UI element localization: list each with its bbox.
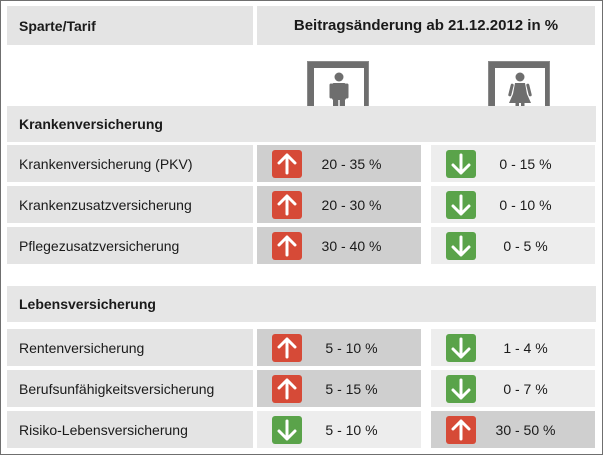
arrow-up-icon xyxy=(272,333,302,362)
women-change-cell: 0 - 7 % xyxy=(431,370,595,407)
header-beitragsaenderung: Beitragsänderung ab 21.12.2012 in % xyxy=(257,6,595,45)
section-krankenversicherung: Krankenversicherung xyxy=(7,106,596,142)
change-value: 0 - 10 % xyxy=(499,196,552,213)
women-change-cell: 30 - 50 % xyxy=(431,411,595,448)
men-change-cell: 20 - 35 % xyxy=(257,145,421,182)
row-label: Pflegezusatzversicherung xyxy=(7,227,253,264)
arrow-up-icon xyxy=(272,149,302,178)
section-lebensversicherung: Lebensversicherung xyxy=(7,286,596,322)
women-change-cell: 1 - 4 % xyxy=(431,329,595,366)
change-value: 20 - 30 % xyxy=(321,196,382,213)
women-change-cell: 0 - 10 % xyxy=(431,186,595,223)
change-value: 0 - 5 % xyxy=(503,237,548,254)
arrow-down-icon xyxy=(446,149,476,178)
men-change-cell: 5 - 10 % xyxy=(257,411,421,448)
arrow-down-icon xyxy=(446,190,476,219)
men-change-cell: 30 - 40 % xyxy=(257,227,421,264)
row-label: Risiko-Lebensversicherung xyxy=(7,411,253,448)
change-value: 20 - 35 % xyxy=(321,155,382,172)
arrow-down-icon xyxy=(446,231,476,260)
women-change-cell: 0 - 15 % xyxy=(431,145,595,182)
arrow-up-icon xyxy=(272,231,302,260)
row-label: Rentenversicherung xyxy=(7,329,253,366)
arrow-up-icon xyxy=(272,190,302,219)
header-sparte-tarif: Sparte/Tarif xyxy=(7,6,253,45)
arrow-up-icon xyxy=(272,374,302,403)
change-value: 30 - 50 % xyxy=(495,421,556,438)
arrow-down-icon xyxy=(446,374,476,403)
men-change-cell: 20 - 30 % xyxy=(257,186,421,223)
row-label: Krankenzusatzversicherung xyxy=(7,186,253,223)
change-value: 5 - 10 % xyxy=(325,339,378,356)
change-value: 5 - 10 % xyxy=(325,421,378,438)
men-change-cell: 5 - 15 % xyxy=(257,370,421,407)
arrow-down-icon xyxy=(272,415,302,444)
row-label: Krankenversicherung (PKV) xyxy=(7,145,253,182)
women-change-cell: 0 - 5 % xyxy=(431,227,595,264)
change-value: 5 - 15 % xyxy=(325,380,378,397)
change-value: 30 - 40 % xyxy=(321,237,382,254)
row-label: Berufsunfähigkeitsversicherung xyxy=(7,370,253,407)
arrow-down-icon xyxy=(446,333,476,362)
change-value: 1 - 4 % xyxy=(503,339,548,356)
change-value: 0 - 15 % xyxy=(499,155,552,172)
change-value: 0 - 7 % xyxy=(503,380,548,397)
men-change-cell: 5 - 10 % xyxy=(257,329,421,366)
arrow-up-icon xyxy=(446,415,476,444)
